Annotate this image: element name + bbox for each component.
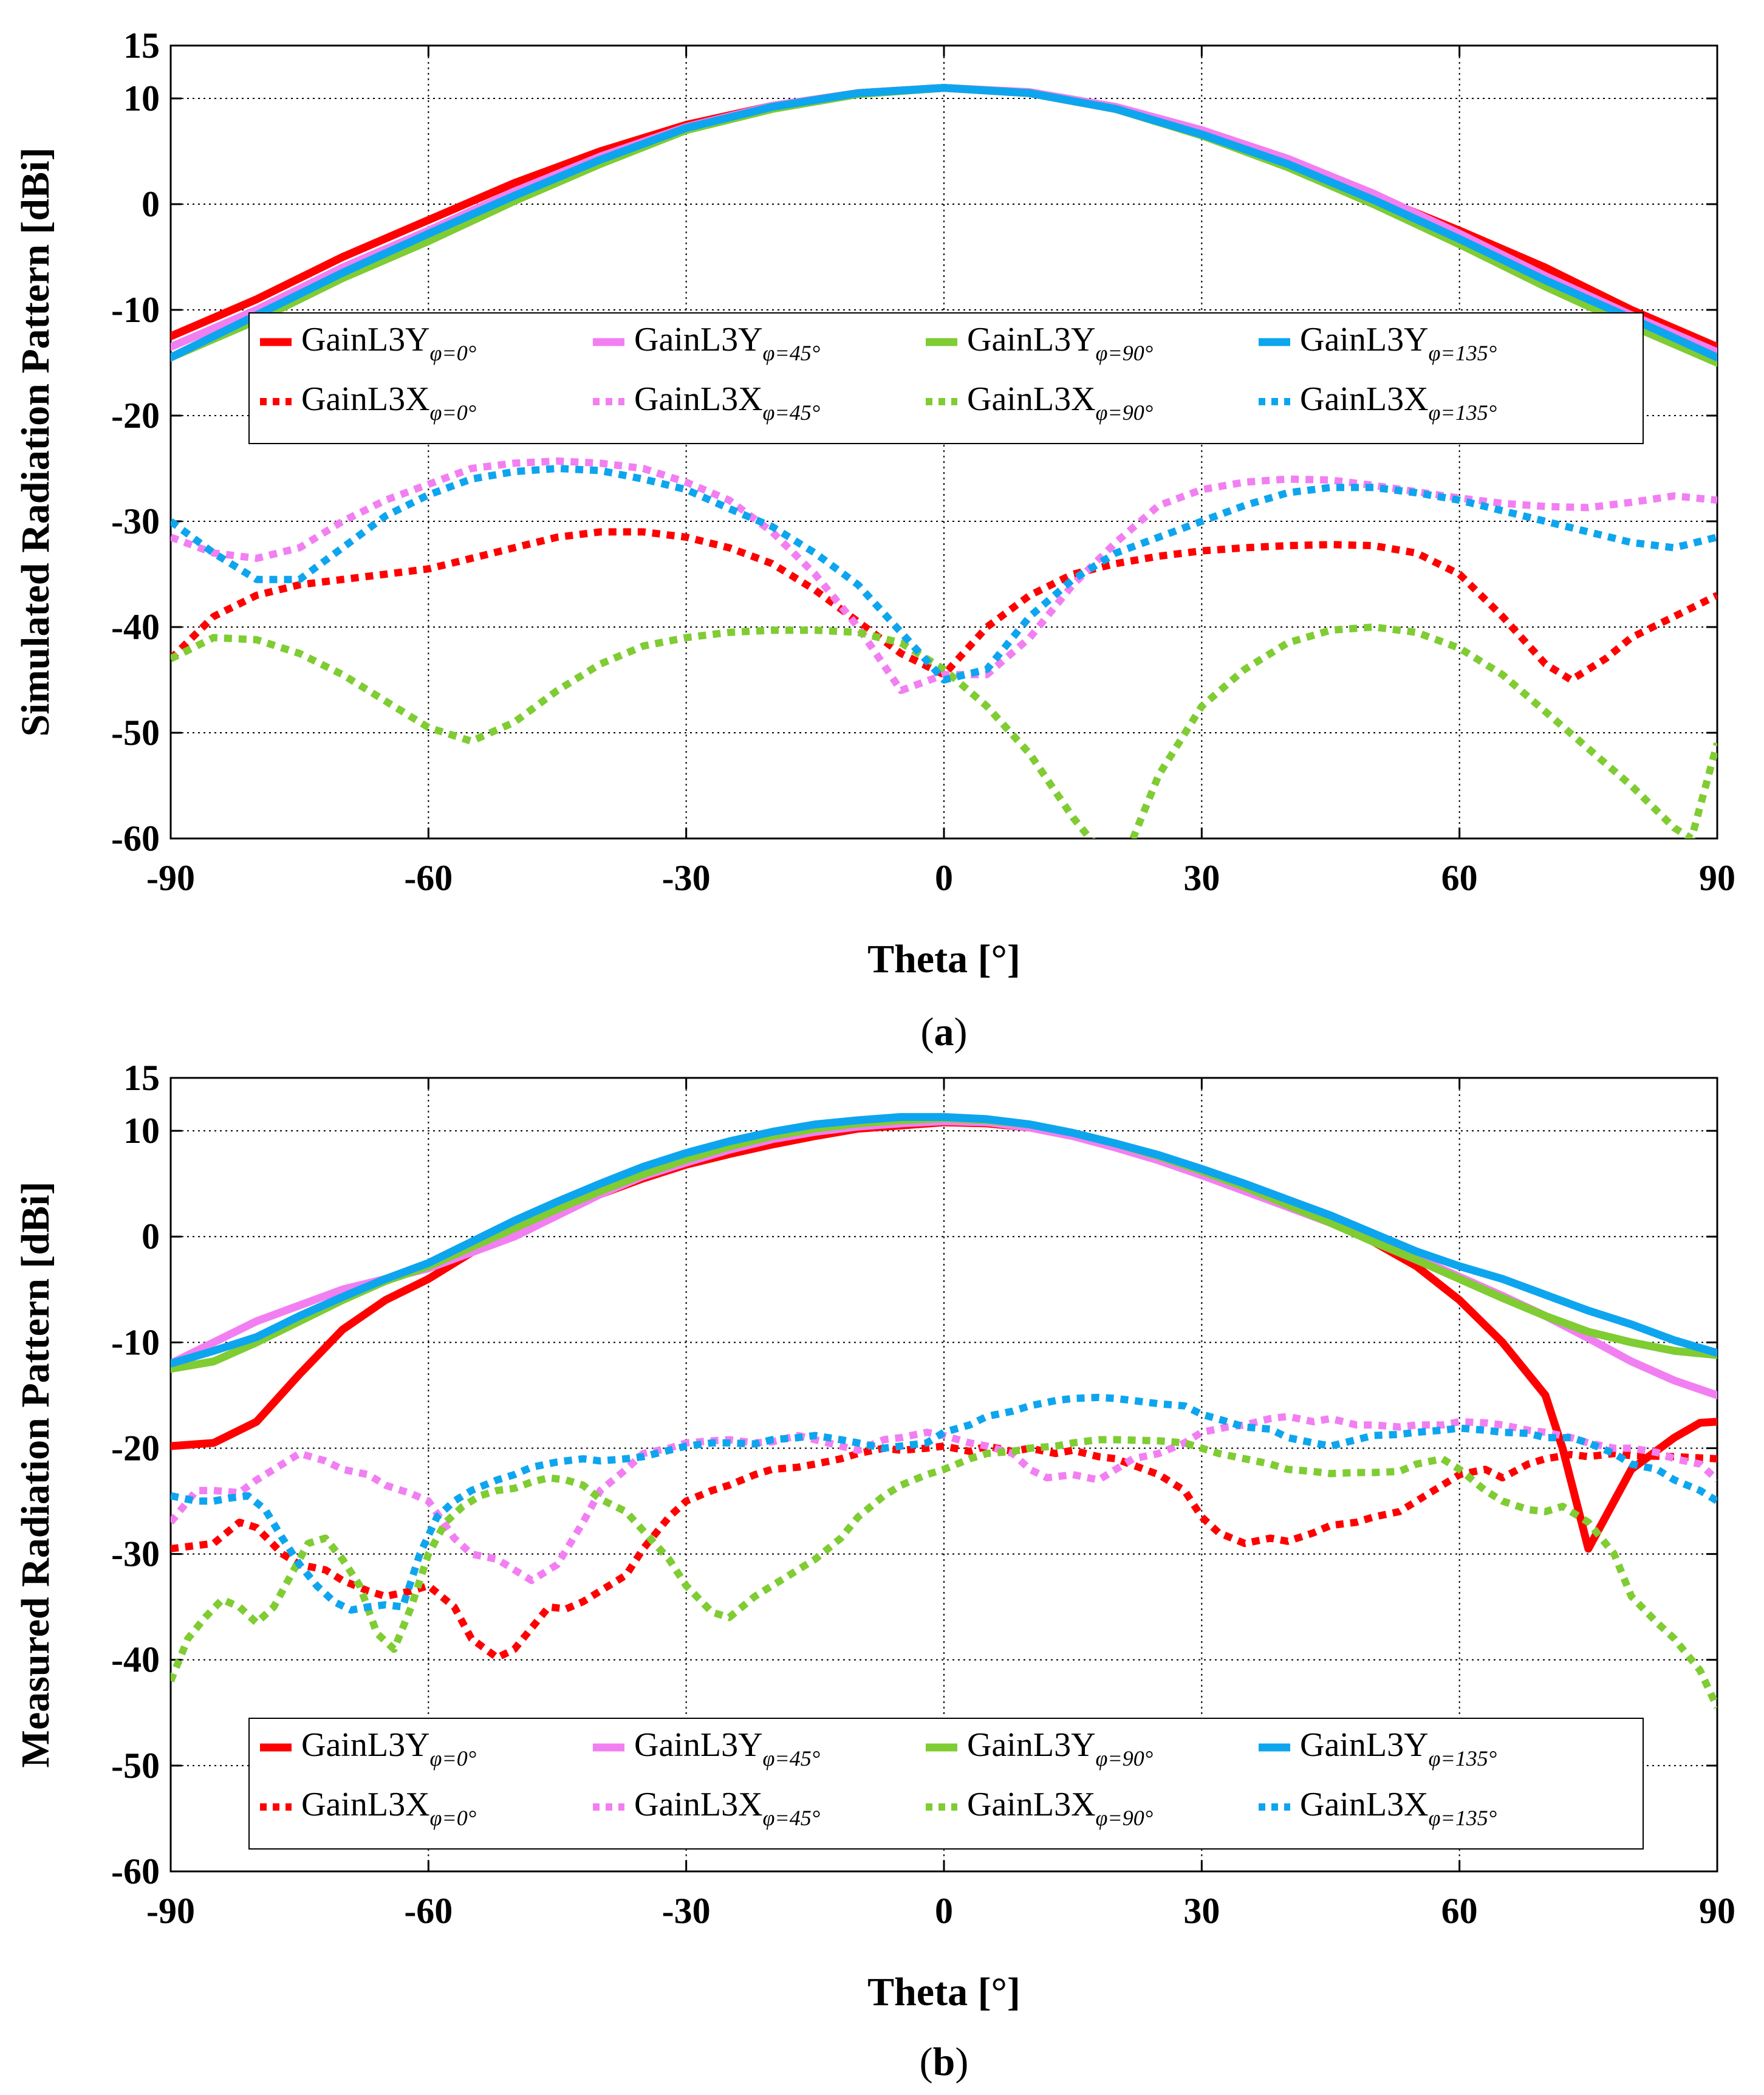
x-tick-label: 60	[1441, 858, 1478, 898]
x-tick-label: 90	[1699, 858, 1735, 898]
legend-entry-subscript: φ=90°	[1096, 400, 1154, 425]
legend-entry-subscript: φ=135°	[1429, 1746, 1497, 1771]
x-tick-label: -30	[662, 1891, 711, 1931]
data-series	[171, 84, 1717, 838]
panel-label-close-paren: )	[955, 2040, 968, 2084]
x-tick-label: 30	[1183, 858, 1220, 898]
legend-entry-subscript: φ=45°	[763, 341, 821, 365]
series-line-gainl3y-3	[171, 84, 1717, 362]
legend-entry-subscript: φ=45°	[763, 1746, 821, 1771]
legend-entry-label: GainL3Xφ=0°	[301, 380, 476, 425]
series-line-gainl3x-6	[171, 1436, 1717, 1709]
x-axis-label: Theta [°]	[867, 1970, 1020, 2014]
y-tick-label: 10	[123, 78, 160, 118]
y-tick-label: 10	[123, 1111, 160, 1151]
x-tick-label: 90	[1699, 1891, 1735, 1931]
legend-entry-subscript: φ=90°	[1096, 1806, 1154, 1830]
y-tick-label: -20	[111, 1428, 160, 1468]
y-tick-label: -30	[111, 1534, 160, 1574]
legend-entry-subscript: φ=0°	[430, 341, 477, 365]
y-tick-label: -10	[111, 290, 160, 330]
legend-entry-subscript: φ=45°	[763, 400, 821, 425]
panel-label-letter: a	[934, 1010, 954, 1054]
series-line-gainl3x-7	[171, 465, 1717, 684]
series-line-gainl3y-3	[171, 1113, 1717, 1368]
y-tick-label: 0	[142, 184, 160, 224]
legend-entry-subscript: φ=0°	[430, 1806, 477, 1830]
series-line-gainl3x-6	[171, 623, 1717, 838]
legend-entry-subscript: φ=0°	[430, 400, 477, 425]
legend-entry-subscript: φ=90°	[1096, 1746, 1154, 1771]
chart-panel-a: -90 -60 -30 0 30 60 9015100-10-20-30-40-50-60 …	[13, 26, 1735, 1054]
y-axis-label: Measured Radiation Pattern [dBi]	[13, 1182, 58, 1768]
y-tick-label: 15	[123, 1058, 160, 1098]
legend: GainL3Yφ=0° GainL3Yφ=45° GainL3Yφ=90° GainL…	[248, 312, 1644, 444]
x-tick-label: 30	[1183, 1891, 1220, 1931]
y-tick-label: 0	[142, 1216, 160, 1257]
series-line-gainl3x-5	[171, 457, 1717, 694]
panel-label: (b)	[920, 2040, 969, 2084]
legend-entry-label: GainL3Xφ=90°	[967, 1786, 1153, 1830]
series-line-gainl3x-4	[171, 528, 1717, 684]
x-tick-label: 60	[1441, 1891, 1478, 1931]
panel-label-open-paren: (	[921, 1010, 934, 1054]
x-tick-label: -60	[404, 858, 453, 898]
y-tick-label: -60	[111, 818, 160, 859]
legend: GainL3Yφ=0° GainL3Yφ=45° GainL3Yφ=90° GainL…	[248, 1718, 1644, 1850]
y-tick-label: -60	[111, 1851, 160, 1891]
panel-label-close-paren: )	[954, 1010, 968, 1054]
x-tick-label: -90	[146, 1891, 195, 1931]
x-tick-label: -30	[662, 858, 711, 898]
legend-entry-subscript: φ=135°	[1429, 1806, 1497, 1830]
panel-label-open-paren: (	[920, 2040, 933, 2084]
x-tick-label: -90	[146, 858, 195, 898]
y-tick-label: -10	[111, 1322, 160, 1362]
y-tick-label: -30	[111, 501, 160, 541]
panel-label: (a)	[921, 1010, 968, 1054]
legend-entry-subscript: φ=0°	[430, 1746, 477, 1771]
x-tick-label: 0	[935, 858, 953, 898]
legend-entry-subscript: φ=135°	[1429, 400, 1497, 425]
y-axis-label: Simulated Radiation Pattern [dBi]	[13, 148, 58, 737]
legend-entry-subscript: φ=135°	[1429, 341, 1497, 365]
panel-label-letter: b	[933, 2040, 956, 2084]
series-line-gainl3x-7	[171, 1393, 1717, 1614]
x-tick-label: -60	[404, 1891, 453, 1931]
legend-entry-label: GainL3Xφ=90°	[967, 380, 1153, 425]
legend-box	[248, 312, 1644, 444]
y-tick-label: -40	[111, 607, 160, 647]
legend-entry-subscript: φ=90°	[1096, 341, 1154, 365]
y-tick-label: -50	[111, 1746, 160, 1786]
x-tick-label: 0	[935, 1891, 953, 1931]
y-tick-label: -20	[111, 396, 160, 436]
chart-panel-b: -90 -60 -30 0 30 60 9015100-10-20-30-40-50-60 …	[13, 1058, 1735, 2084]
series-line-gainl3x-4	[171, 1442, 1717, 1662]
x-axis-label: Theta [°]	[867, 937, 1020, 981]
legend-entry-subscript: φ=45°	[763, 1806, 821, 1830]
y-tick-label: 15	[123, 26, 160, 66]
legend-box	[248, 1718, 1644, 1850]
data-series	[171, 1113, 1717, 1709]
y-tick-label: -50	[111, 713, 160, 753]
y-tick-label: -40	[111, 1640, 160, 1680]
